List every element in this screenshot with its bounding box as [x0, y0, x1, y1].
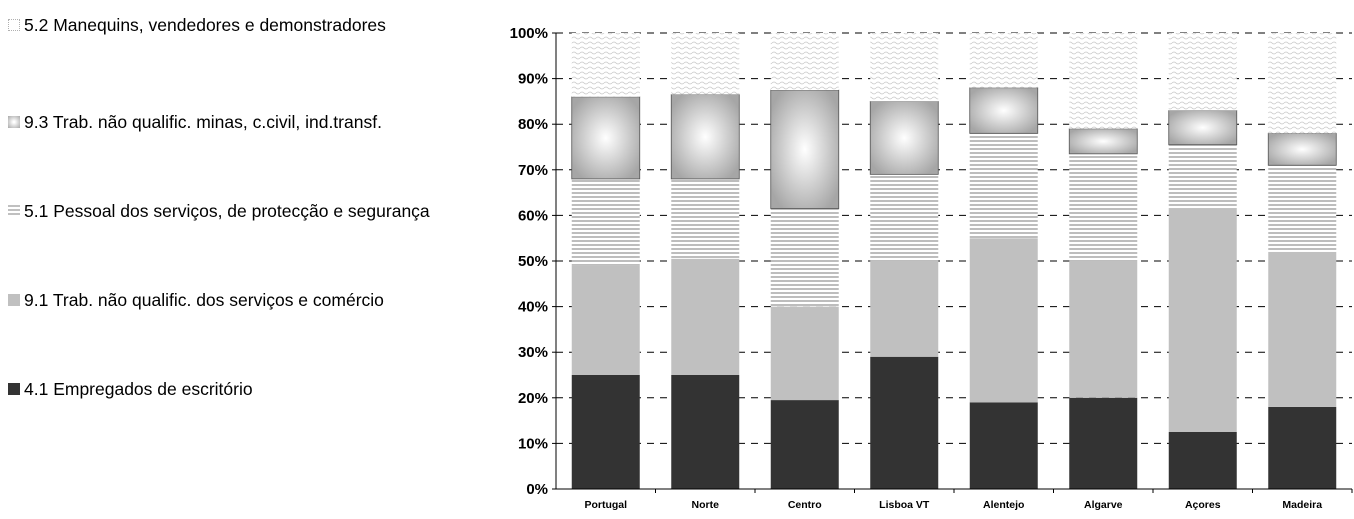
- x-tick-label: Açores: [1185, 499, 1221, 511]
- x-tick-label: Algarve: [1084, 499, 1123, 511]
- bar-segment-manequins: [671, 33, 740, 95]
- bar-segment-pessoal-servicos: [1069, 153, 1138, 261]
- chart-legend: 5.2 Manequins, vendedores e demonstrador…: [8, 0, 488, 514]
- legend-label: 9.3 Trab. não qualific. minas, c.civil, …: [24, 112, 382, 132]
- legend-swatch-servicos-comercio: [8, 294, 20, 306]
- bar-segment-manequins: [1069, 33, 1138, 129]
- legend-item-trab-nao-qualific-servicos: 9.1 Trab. não qualific. dos serviços e c…: [8, 289, 384, 311]
- x-tick-label: Portugal: [584, 499, 627, 511]
- y-tick-label: 80%: [518, 116, 548, 133]
- legend-swatch-escritorio: [8, 383, 20, 395]
- legend-item-pessoal-servicos: 5.1 Pessoal dos serviços, de protecção e…: [8, 200, 430, 222]
- x-tick-label: Centro: [788, 499, 822, 511]
- bar-segment-empregados-escritorio: [870, 356, 939, 489]
- legend-item-empregados-escritorio: 4.1 Empregados de escritório: [8, 378, 253, 400]
- legend-item-trab-nao-qualific-minas: 9.3 Trab. não qualific. minas, c.civil, …: [8, 111, 382, 133]
- bar-segment-pessoal-servicos: [571, 178, 640, 266]
- legend-item-manequins: 5.2 Manequins, vendedores e demonstrador…: [8, 14, 386, 36]
- chart-svg: 0% 10% 20% 30% 40% 50% 60% 70% 80% 90% 100% Portuga…: [510, 25, 1353, 511]
- bar-segment-empregados-escritorio: [1268, 406, 1337, 489]
- legend-label: 4.1 Empregados de escritório: [24, 379, 253, 399]
- bar-segment-pessoal-servicos: [969, 133, 1038, 239]
- bar-segment-pessoal-servicos: [671, 178, 740, 259]
- bar-segment-manequins: [870, 33, 939, 102]
- legend-label: 5.2 Manequins, vendedores e demonstrador…: [24, 15, 386, 35]
- bar-segment-pessoal-servicos: [1168, 144, 1237, 209]
- bar-segment-empregados-escritorio: [571, 375, 640, 489]
- y-tick-label: 0%: [526, 481, 548, 498]
- bar-segment-pessoal-servicos: [1268, 165, 1337, 252]
- bar-segment-servicos-comercio: [1268, 251, 1337, 407]
- bar-segment-minas-construcao: [969, 87, 1039, 134]
- bar-segment-empregados-escritorio: [671, 375, 740, 489]
- y-tick-label: 30%: [518, 344, 548, 361]
- y-tick-label: 40%: [518, 299, 548, 316]
- x-tick-label: Lisboa VT: [879, 499, 930, 511]
- x-tick-label: Norte: [692, 499, 720, 511]
- bar-segment-servicos-comercio: [1069, 261, 1138, 398]
- bar-segment-minas-construcao: [1267, 132, 1337, 166]
- bar-segment-servicos-comercio: [870, 261, 939, 357]
- bar-segment-pessoal-servicos: [770, 208, 839, 307]
- bar-segment-minas-construcao: [571, 96, 641, 180]
- bar-segment-manequins: [1268, 33, 1337, 134]
- bar-segment-empregados-escritorio: [969, 402, 1038, 489]
- legend-label: 5.1 Pessoal dos serviços, de protecção e…: [24, 201, 430, 221]
- bar-segment-empregados-escritorio: [1069, 397, 1138, 489]
- bar-segment-minas-construcao: [1168, 110, 1238, 146]
- bar-segment-manequins: [770, 33, 839, 90]
- y-tick-label: 100%: [510, 25, 548, 42]
- bar-segment-manequins: [571, 33, 640, 97]
- y-tick-label: 70%: [518, 162, 548, 179]
- y-tick-label: 20%: [518, 390, 548, 407]
- y-tick-label: 50%: [518, 253, 548, 270]
- bar-segment-manequins: [969, 33, 1038, 88]
- legend-label: 9.1 Trab. não qualific. dos serviços e c…: [24, 290, 384, 310]
- legend-swatch-pessoal-servicos: [8, 205, 20, 217]
- stacked-bar-chart: 0% 10% 20% 30% 40% 50% 60% 70% 80% 90% 100% Portuga…: [484, 0, 1354, 514]
- x-tick-label: Madeira: [1282, 499, 1322, 511]
- bar-segment-empregados-escritorio: [770, 400, 839, 489]
- bar-segment-servicos-comercio: [671, 258, 740, 375]
- bar-segment-minas-construcao: [1068, 128, 1138, 155]
- bar-segment-manequins: [1168, 33, 1237, 111]
- x-tick-label: Alentejo: [983, 499, 1024, 511]
- y-tick-label: 90%: [518, 71, 548, 88]
- bar-segment-empregados-escritorio: [1168, 432, 1237, 489]
- bar-segment-minas-construcao: [670, 94, 740, 180]
- legend-swatch-manequins: [8, 19, 20, 31]
- bar-segment-minas-construcao: [770, 89, 840, 209]
- y-tick-label: 60%: [518, 207, 548, 224]
- bar-segment-servicos-comercio: [1168, 208, 1237, 432]
- bar-segment-servicos-comercio: [571, 265, 640, 375]
- legend-swatch-minas: [8, 116, 20, 128]
- y-tick-label: 10%: [518, 435, 548, 452]
- bar-segment-servicos-comercio: [969, 238, 1038, 403]
- bar-segment-servicos-comercio: [770, 306, 839, 401]
- bar-segment-minas-construcao: [869, 101, 939, 175]
- bar-segment-pessoal-servicos: [870, 174, 939, 261]
